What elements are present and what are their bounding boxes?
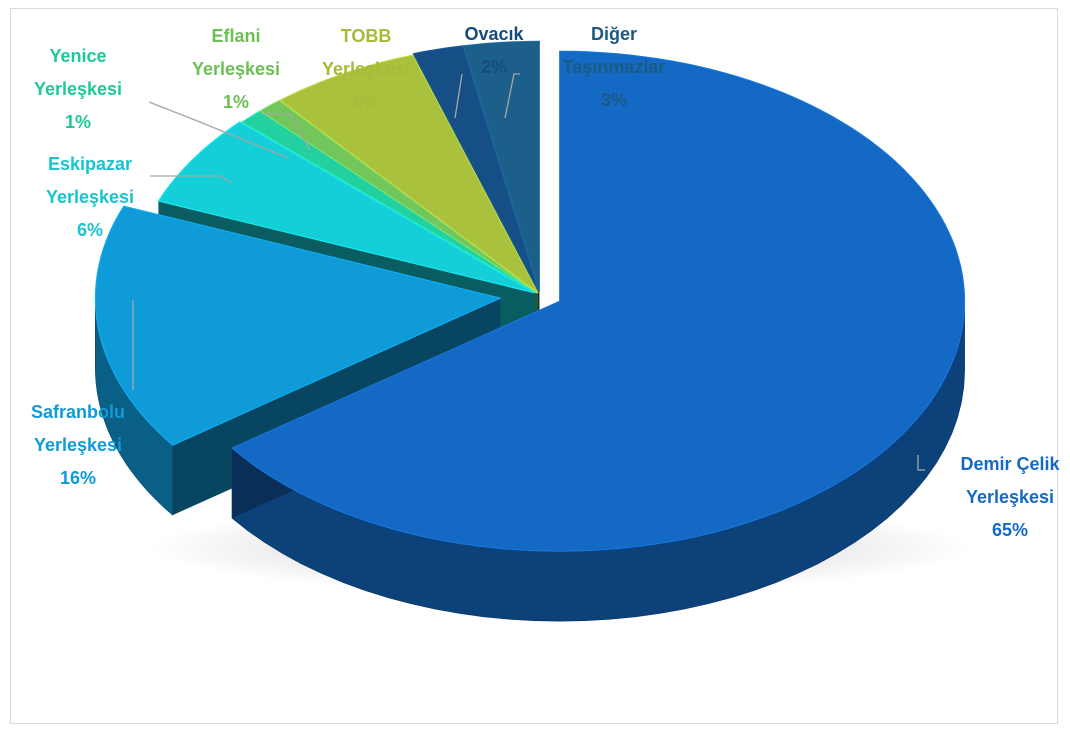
slice-percent-label: 3% [601,90,627,110]
pie-slice [278,54,539,294]
leader-line [917,455,925,471]
slice-name-label: Eskipazar [48,154,132,174]
slice-name-label: Yerleşkesi [34,79,122,99]
slice-name-label: Diğer [591,24,637,44]
pie-slice [240,110,538,294]
slice-percent-label: 2% [481,57,507,77]
slice-name-label: TOBB [341,26,392,46]
slice-label: Demir Çelik Yerleşkesi 65% [960,454,1060,540]
slice-name-label: Yenice [49,46,106,66]
slice-name-label: Safranbolu [31,402,125,422]
slice-name-label: Demir Çelik [960,454,1060,474]
slice-percent-label: 16% [60,468,96,488]
pie-slice [231,50,966,552]
leader-line [148,101,289,159]
slice-label: Eskipazar Yerleşkesi 6% [46,154,134,240]
pie-slice [259,99,538,294]
pie-tops [94,40,966,552]
slice-name-label: Yerleşkesi [192,59,280,79]
leader-lines [132,73,925,471]
slice-percent-label: 65% [992,520,1028,540]
slice-label: Yenice Yerleşkesi 1% [34,46,122,132]
slice-label: TOBB Yerleşkesi 6% [322,26,410,112]
slice-name-label: Eflani [211,26,260,46]
pie-slice [412,45,539,292]
pie-slice [157,121,536,294]
pie-slice [94,205,502,446]
leader-line [504,73,520,119]
slice-name-label: Taşınmazlar [563,57,666,77]
slice-percent-label: 6% [77,220,103,240]
slice-name-label: Yerleşkesi [46,187,134,207]
slice-name-label: Ovacık [464,24,524,44]
slice-percent-label: 6% [353,92,379,112]
slice-label: Eflani Yerleşkesi 1% [192,26,280,112]
slice-name-label: Yerleşkesi [966,487,1054,507]
slice-percent-label: 1% [223,92,249,112]
pie-slice [462,40,540,292]
slice-labels: Demir Çelik Yerleşkesi 65% Safranbolu Yerleş… [31,24,1061,540]
slice-label: Safranbolu Yerleşkesi 16% [31,402,125,488]
slice-name-label: Yerleşkesi [34,435,122,455]
leader-line [150,175,233,184]
slice-label: Ovacık 2% [464,24,524,77]
leader-line [262,113,311,151]
leader-line [454,73,463,119]
slice-label: Diğer Taşınmazlar 3% [563,24,666,110]
slice-name-label: Yerleşkesi [322,59,410,79]
slice-percent-label: 1% [65,112,91,132]
